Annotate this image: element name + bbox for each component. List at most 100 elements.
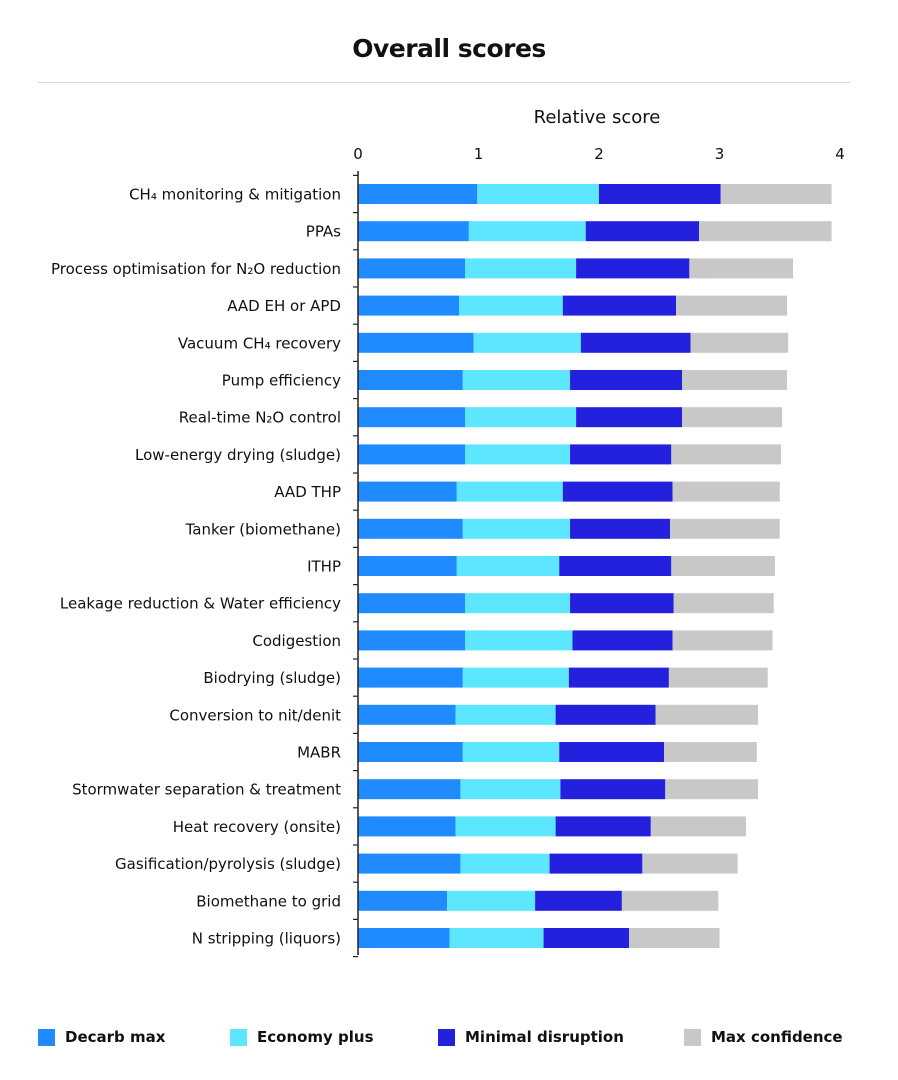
category-label: Gasification/pyrolysis (sludge) [115,855,341,873]
bar-segment [642,853,738,874]
legend-item-decarb-max: Decarb max [38,1028,165,1046]
category-label: Tanker (biomethane) [185,520,341,538]
legend-swatch [38,1028,55,1046]
bar-segment [455,704,556,725]
category-label: Pump efficiency [222,372,341,390]
bar-segment [599,184,721,204]
bar-segment [455,816,556,837]
bar-segment [682,407,783,428]
bar-segment [358,481,457,502]
bar-segment [460,779,561,800]
bar-segment [543,928,630,948]
category-label: MABR [297,744,341,762]
bar-segment [358,221,469,242]
chart-title: Overall scores [352,34,546,63]
bar-segment [358,370,463,390]
category-label: Biomethane to grid [196,892,341,910]
bar-segment [358,407,466,428]
bar-segment [358,928,450,948]
category-label: Process optimisation for N₂O reduction [51,260,341,278]
bar-segment [462,518,571,539]
category-label: N stripping (liquors) [192,930,341,948]
bar-segment [449,928,544,948]
legend-label: Decarb max [65,1028,166,1046]
bar-segment [358,295,460,316]
bar-segment [672,481,780,502]
bar-segment [358,742,463,762]
category-label: Stormwater separation & treatment [72,781,341,799]
legend-item-minimal-disruption: Minimal disruption [438,1028,624,1046]
category-labels: CH₄ monitoring & mitigation PPAs Process o… [51,186,341,948]
bar-segment [358,890,448,911]
bar-segment [468,221,586,242]
bar-segment [358,853,461,874]
bar-segment [358,332,474,353]
bar-segment [690,332,789,353]
bar-segment [555,704,656,725]
bar-segment [671,444,781,465]
bar-segment [456,481,563,502]
bar-segment [358,258,466,279]
bar-segment [465,630,573,651]
bar-segment [555,816,651,837]
category-label: ITHP [307,558,341,576]
bar-segment [672,630,773,651]
bar-segment [570,518,671,539]
x-tick-label: 1 [474,145,484,163]
bar-segments [358,184,832,948]
bar-segment [576,407,683,428]
bar-segment [358,667,463,688]
bar-segment [670,518,780,539]
bar-segment [535,890,622,911]
bar-segment [580,332,691,353]
x-tick-label: 3 [715,145,725,163]
bar-segment [570,444,672,465]
bar-segment [358,184,478,204]
legend: Decarb max Economy plus Minimal disrupti… [0,1028,898,1050]
x-tick-label: 0 [353,145,363,163]
category-label: PPAs [306,223,341,241]
bar-segment [358,779,461,800]
bar-segment [459,295,563,316]
bar-segment [720,184,832,204]
category-label: AAD THP [274,483,341,501]
bar-segment [655,704,759,725]
category-label: AAD EH or APD [227,297,341,315]
legend-item-economy-plus: Economy plus [230,1028,374,1046]
stacked-bar-chart: Relative score 0 1 2 3 4 CH₄ monitoring & mi… [51,107,845,958]
bar-segment [465,593,571,614]
bar-segment [664,742,757,762]
category-label: Codigestion [252,632,341,650]
bar-segment [668,667,768,688]
legend-label: Minimal disruption [465,1028,624,1046]
bar-segment [559,556,672,576]
category-label: Heat recovery (onsite) [173,818,341,836]
category-label: Biodrying (sludge) [203,669,341,687]
bar-segment [358,816,456,837]
bar-segment [462,742,560,762]
bar-segment [570,370,683,390]
bar-segment [462,667,569,688]
bar-segment [358,593,466,614]
legend-label: Max confidence [711,1028,843,1046]
bar-segment [465,258,577,279]
bar-segment [629,928,720,948]
bar-segment [676,295,787,316]
bar-segment [465,407,577,428]
category-label: Real-time N₂O control [179,409,341,427]
bar-segment [671,556,775,576]
bar-segment [358,704,456,725]
bar-segment [358,630,466,651]
bar-segment [358,444,466,465]
bar-segment [559,742,665,762]
bar-segment [447,890,536,911]
bar-segment [473,332,581,353]
bar-segment [460,853,550,874]
x-tick-label: 4 [835,145,845,163]
bar-segment [699,221,832,242]
bar-segment [576,258,690,279]
bar-segment [560,779,666,800]
bar-segment [665,779,759,800]
bar-segment [570,593,674,614]
x-tick-label: 2 [594,145,604,163]
